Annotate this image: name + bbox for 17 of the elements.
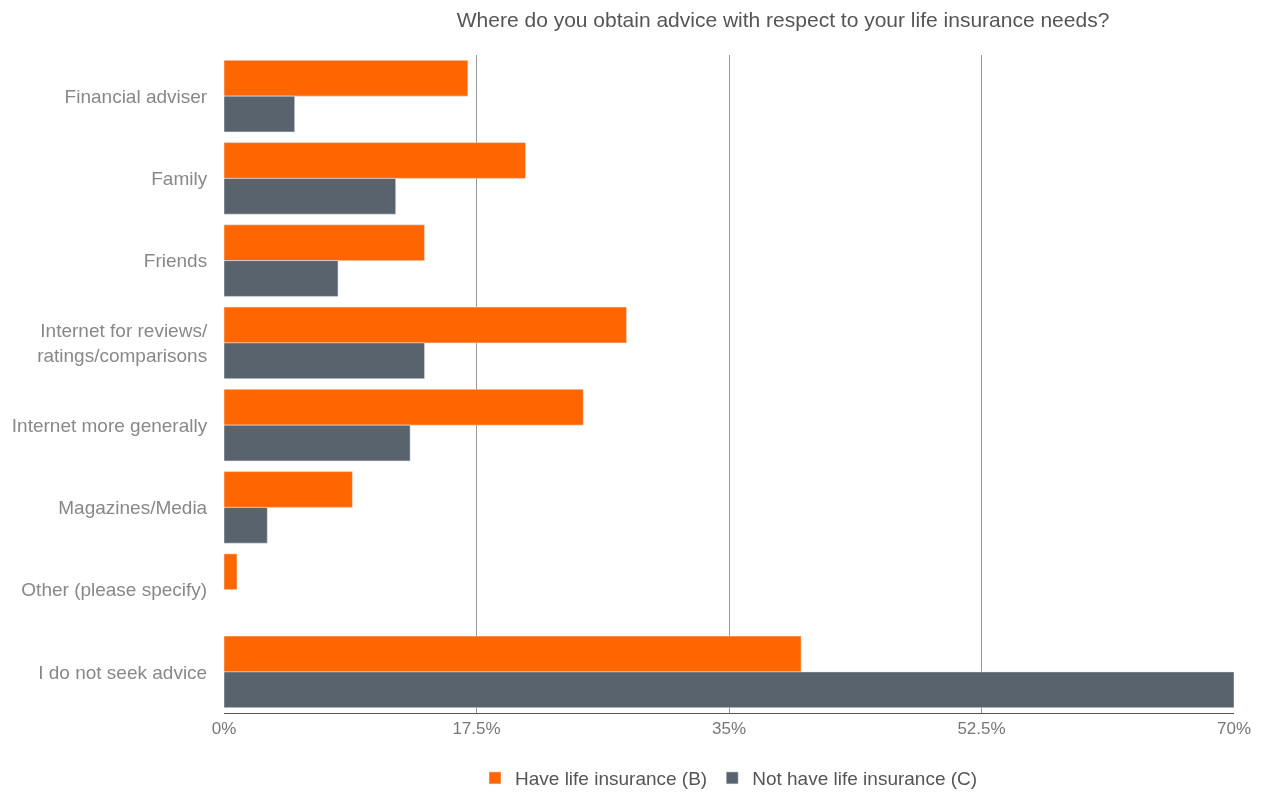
chart-title: Where do you obtain advice with respect to your life insurance needs? [456,7,1110,31]
x-tick-label: 0% [211,719,237,739]
legend-label: Not have life insurance (C) [752,768,978,790]
bar [224,553,238,590]
y-tick-label: Internet for reviews/ ratings/comparisons [37,320,208,366]
y-tick-label: Family [151,168,208,190]
x-tick-label: 17.5% [452,719,501,739]
x-tick-label: 52.5% [957,719,1006,739]
x-tick-label: 70% [1216,719,1252,739]
y-tick-label: Other (please specify) [21,579,208,601]
y-tick-label: Friends [143,250,208,272]
legend-label: Have life insurance (B) [515,768,708,790]
y-tick-label: Financial adviser [64,85,208,107]
x-tick-label: 35% [711,719,747,739]
y-tick-label: I do not seek advice [38,661,208,683]
y-tick-label: Magazines/Media [58,497,208,519]
y-tick-label: Internet more generally [11,414,208,436]
